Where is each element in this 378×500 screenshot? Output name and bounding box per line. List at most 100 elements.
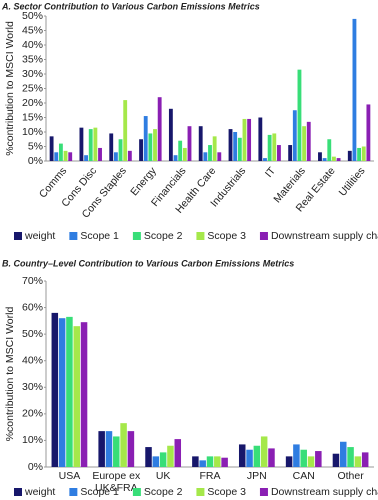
bar — [148, 133, 153, 161]
bar — [58, 143, 63, 161]
y-tick-label: 40% — [22, 39, 43, 51]
bar — [288, 145, 293, 161]
y-tick-label: 20% — [22, 97, 43, 109]
bar — [192, 456, 199, 467]
bar — [58, 318, 66, 467]
bar — [233, 132, 238, 161]
bar — [84, 155, 89, 161]
bar — [54, 152, 59, 161]
bar — [159, 452, 167, 467]
bar — [109, 133, 114, 161]
bar — [238, 444, 246, 467]
x-tick-label: IT — [263, 165, 279, 180]
bar — [139, 139, 143, 161]
legend-label: weight — [24, 230, 55, 242]
bar — [217, 152, 222, 161]
bar — [357, 147, 362, 161]
y-tick-label: 45% — [22, 24, 43, 36]
bar — [315, 451, 322, 467]
bar — [51, 312, 59, 467]
legend-swatch — [132, 488, 141, 496]
bar — [331, 156, 336, 161]
bar — [361, 146, 366, 161]
bar — [182, 147, 187, 161]
bar — [113, 152, 118, 161]
legend-label: Scope 2 — [144, 230, 183, 242]
bar — [199, 460, 206, 467]
y-tick-label: 40% — [22, 354, 43, 366]
bar — [80, 322, 88, 467]
x-tick-label: JPN — [247, 470, 267, 482]
bar — [127, 150, 132, 161]
x-tick-label: Europe ex UK&FRA — [92, 470, 141, 494]
bar — [260, 436, 268, 467]
bar — [212, 136, 217, 161]
bar — [73, 326, 80, 467]
bar — [118, 139, 123, 161]
y-tick-label: 5% — [28, 140, 43, 152]
y-tick-label: 0% — [28, 461, 43, 473]
bar — [354, 456, 362, 467]
x-tick-label: USA — [59, 470, 81, 482]
bar — [49, 136, 54, 161]
legend-label: Downstream supply chain — [271, 230, 378, 242]
bar — [277, 145, 281, 161]
y-tick-label: 10% — [22, 434, 43, 446]
bar — [168, 108, 173, 161]
bar — [93, 127, 98, 161]
bar — [300, 449, 307, 467]
bar — [174, 439, 182, 467]
bar — [253, 445, 261, 467]
bar — [307, 456, 315, 467]
y-tick-label: 20% — [22, 408, 43, 420]
bar — [66, 316, 73, 467]
legend-swatch — [196, 488, 205, 496]
bar — [228, 129, 233, 161]
bar — [352, 18, 357, 162]
x-tick-label: FRA — [200, 470, 221, 482]
legend-swatch — [132, 232, 141, 240]
bar — [167, 445, 174, 467]
legend-label: Scope 2 — [144, 486, 183, 498]
y-tick-label: 30% — [22, 381, 43, 393]
bar — [113, 436, 120, 467]
bar — [332, 453, 340, 467]
legend-label: Scope 1 — [80, 230, 119, 242]
bar — [247, 118, 252, 161]
x-tick-label: Other — [337, 470, 364, 482]
bar — [336, 158, 341, 161]
bar — [347, 447, 354, 467]
bar — [267, 134, 272, 161]
bar — [208, 145, 212, 161]
bar — [237, 137, 242, 161]
legend-label: weight — [24, 486, 55, 498]
bar — [347, 150, 352, 161]
bar — [98, 431, 105, 467]
legend-label: Scope 3 — [207, 486, 246, 498]
bar — [120, 423, 127, 467]
bar — [242, 118, 247, 161]
y-axis-label: %contribution to MSCI World — [4, 307, 16, 442]
bar — [361, 452, 369, 467]
legend-swatch — [69, 488, 78, 496]
legend-swatch — [14, 488, 22, 496]
bar — [366, 104, 371, 161]
legend-swatch — [69, 232, 78, 240]
bar — [206, 456, 214, 467]
x-tick-label: CAN — [293, 470, 315, 482]
bar — [198, 126, 203, 161]
bar — [63, 150, 68, 161]
y-tick-label: 10% — [22, 126, 43, 138]
bar — [145, 447, 152, 467]
y-tick-label: 30% — [22, 68, 43, 80]
chart-title: B. Country–Level Contribution to Various… — [2, 258, 294, 268]
y-tick-label: 50% — [22, 10, 43, 22]
x-tick-label: Utilities — [337, 165, 368, 199]
bar — [157, 97, 162, 161]
bar — [79, 127, 84, 161]
bar — [173, 155, 178, 161]
y-tick-label: 15% — [22, 111, 43, 123]
bar — [322, 158, 327, 161]
bar — [258, 117, 263, 161]
bar — [68, 152, 73, 161]
